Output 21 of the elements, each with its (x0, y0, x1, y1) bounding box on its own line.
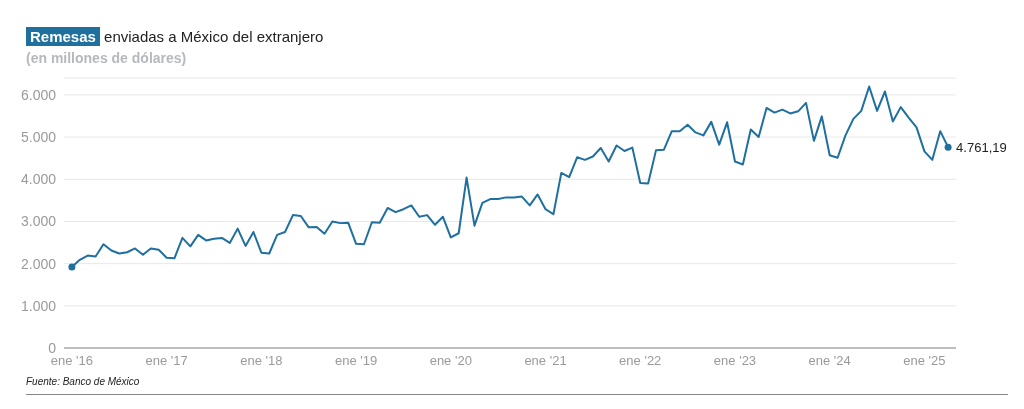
chart-subtitle: (en millones de dólares) (26, 50, 187, 66)
y-tick-label: 4.000 (20, 171, 57, 188)
x-tick-label: ene '23 (713, 353, 757, 369)
source-note: Fuente: Banco de México (26, 376, 140, 387)
data-label: 4.761,19 (956, 140, 1007, 156)
x-tick-label: ene '20 (429, 353, 472, 369)
x-tick-label: ene '18 (240, 353, 283, 369)
x-tick-label: ene '21 (524, 353, 567, 369)
y-tick-label: 0 (48, 339, 57, 356)
y-tick-label: 6.000 (20, 86, 57, 103)
x-tick-label: ene '19 (334, 353, 378, 369)
y-tick-label: 5.000 (20, 129, 57, 146)
y-tick-label: 2.000 (20, 255, 57, 272)
y-tick-label: 1.000 (20, 297, 57, 314)
y-tick-label: 3.000 (20, 213, 57, 230)
x-tick-label: ene '22 (619, 353, 662, 369)
x-tick-label: ene '25 (903, 353, 946, 369)
x-tick-label: ene '17 (145, 353, 188, 369)
chart-title: Remesas enviadas a México del extranjero (29, 27, 324, 46)
x-tick-label: ene '24 (808, 353, 851, 369)
x-tick-label: ene '16 (50, 353, 94, 369)
